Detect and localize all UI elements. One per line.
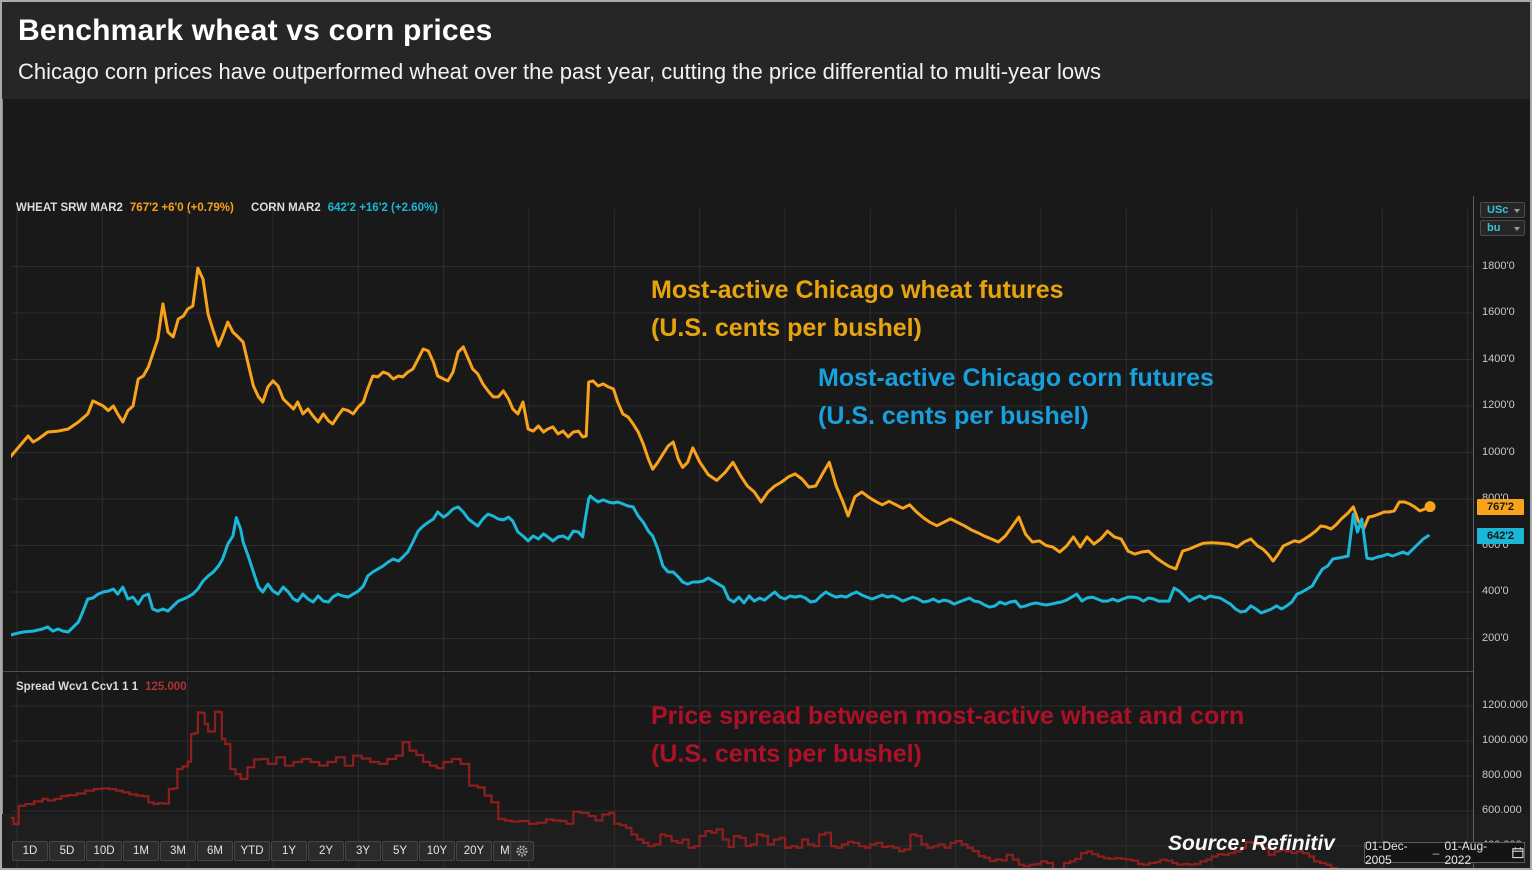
wheat-price-tag: 767'2 (1477, 498, 1524, 515)
range-button-5y[interactable]: 5Y (382, 841, 418, 861)
wheat-last-price-dot (1424, 501, 1436, 513)
chevron-down-icon (1514, 209, 1520, 213)
corn-ric-label: CORN MAR2 (251, 202, 321, 214)
corn-annotation: Most-active Chicago corn futures (U.S. c… (818, 359, 1214, 435)
spread-series-step-line (10, 710, 1339, 868)
date-separator: – (1432, 845, 1440, 860)
wheat-ric-label: WHEAT SRW MAR2 (16, 202, 123, 214)
wheat-annotation: Most-active Chicago wheat futures (U.S. … (651, 271, 1064, 347)
spread-axis-tick: 1000.000 (1482, 734, 1528, 746)
page-title: Benchmark wheat vs corn prices (18, 14, 493, 47)
date-range-picker[interactable]: 01-Dec-2005 – 01-Aug-2022 (1364, 839, 1525, 867)
range-button-ytd[interactable]: YTD (234, 841, 270, 861)
price-axis-tick: 1800'0 (1482, 259, 1515, 272)
wheat-quote: 767'2 +6'0 (+0.79%) (129, 202, 234, 214)
corn-series-line (8, 494, 1430, 637)
unit-dropdown-usc[interactable]: USc (1480, 202, 1525, 218)
unit-bu-label: bu (1487, 222, 1501, 234)
spread-annotation-line2: (U.S. cents per bushel) (651, 740, 922, 768)
unit-dropdown-bu[interactable]: bu (1480, 220, 1525, 236)
page-subtitle: Chicago corn prices have outperformed wh… (18, 59, 1102, 84)
corn-annotation-line2: (U.S. cents per bushel) (818, 402, 1089, 430)
unit-usc-label: USc (1487, 204, 1509, 216)
range-button-2y[interactable]: 2Y (308, 841, 344, 861)
gear-icon (516, 845, 528, 857)
chart-region: WHEAT SRW MAR2 767'2 +6'0 (+0.79%) CORN M… (2, 99, 1530, 868)
range-button-1y[interactable]: 1Y (271, 841, 307, 861)
price-axis-tick: 1200'0 (1482, 399, 1515, 411)
range-button-6m[interactable]: 6M (197, 841, 233, 861)
top-panel-legend: WHEAT SRW MAR2 767'2 +6'0 (+0.79%) CORN M… (16, 202, 438, 214)
price-chart-canvas (8, 209, 1473, 671)
spread-last-value: 125.000 (145, 681, 187, 693)
spread-chart-canvas (10, 674, 1473, 868)
range-button-10d[interactable]: 10D (86, 841, 122, 861)
date-to: 01-Aug-2022 (1444, 838, 1488, 867)
price-axis-tick: 1000'0 (1482, 445, 1515, 458)
spread-chart-plot[interactable] (10, 674, 1473, 868)
spread-axis-tick: 800.000 (1482, 769, 1522, 781)
spread-axis-tick: 1200.000 (1482, 699, 1528, 711)
wheat-annotation-line2: (U.S. cents per bushel) (651, 314, 922, 342)
date-from: 01-Dec-2005 (1365, 838, 1408, 867)
range-button-10y[interactable]: 10Y (419, 841, 455, 861)
price-axis-tick: 400'0 (1482, 585, 1509, 597)
range-button-5d[interactable]: 5D (49, 841, 85, 861)
spread-annotation-line1: Price spread between most-active wheat a… (651, 702, 1245, 730)
price-axis-tick: 1400'0 (1482, 352, 1515, 365)
toolbar-gear-button[interactable] (510, 841, 534, 861)
range-button-3m[interactable]: 3M (160, 841, 196, 861)
panel-divider (3, 671, 1473, 672)
range-button-1d[interactable]: 1D (12, 841, 48, 861)
wheat-annotation-line1: Most-active Chicago wheat futures (651, 276, 1064, 304)
corn-annotation-line1: Most-active Chicago corn futures (818, 364, 1214, 392)
range-buttons: 1D5D10D1M3M6MYTD1Y2Y3Y5Y10Y20YMax (11, 841, 529, 861)
corn-quote: 642'2 +16'2 (+2.60%) (327, 202, 439, 214)
spread-axis-tick: 600.000 (1482, 804, 1522, 816)
corn-price-tag: 642'2 (1477, 527, 1524, 544)
range-button-1m[interactable]: 1M (123, 841, 159, 861)
spread-label: Spread Wcv1 Ccv1 1 1 (16, 681, 139, 693)
range-button-3y[interactable]: 3Y (345, 841, 381, 861)
price-axis-tick: 1600'0 (1482, 306, 1515, 318)
calendar-icon (1512, 847, 1524, 859)
spread-annotation: Price spread between most-active wheat a… (651, 697, 1244, 773)
spread-legend: Spread Wcv1 Ccv1 1 1 125.000 (16, 681, 187, 693)
price-axis-tick: 200'0 (1482, 631, 1509, 644)
toolbar: 1D5D10D1M3M6MYTD1Y2Y3Y5Y10Y20YMax (2, 838, 1530, 868)
source-attribution: Source: Refinitiv (1168, 832, 1335, 855)
price-chart-plot[interactable] (8, 209, 1473, 671)
header: Benchmark wheat vs corn prices Chicago c… (2, 2, 1530, 99)
range-button-20y[interactable]: 20Y (456, 841, 492, 861)
chevron-down-icon (1514, 227, 1520, 231)
wheat-series-line (8, 266, 1432, 571)
axis-gutter-divider (1473, 196, 1474, 868)
